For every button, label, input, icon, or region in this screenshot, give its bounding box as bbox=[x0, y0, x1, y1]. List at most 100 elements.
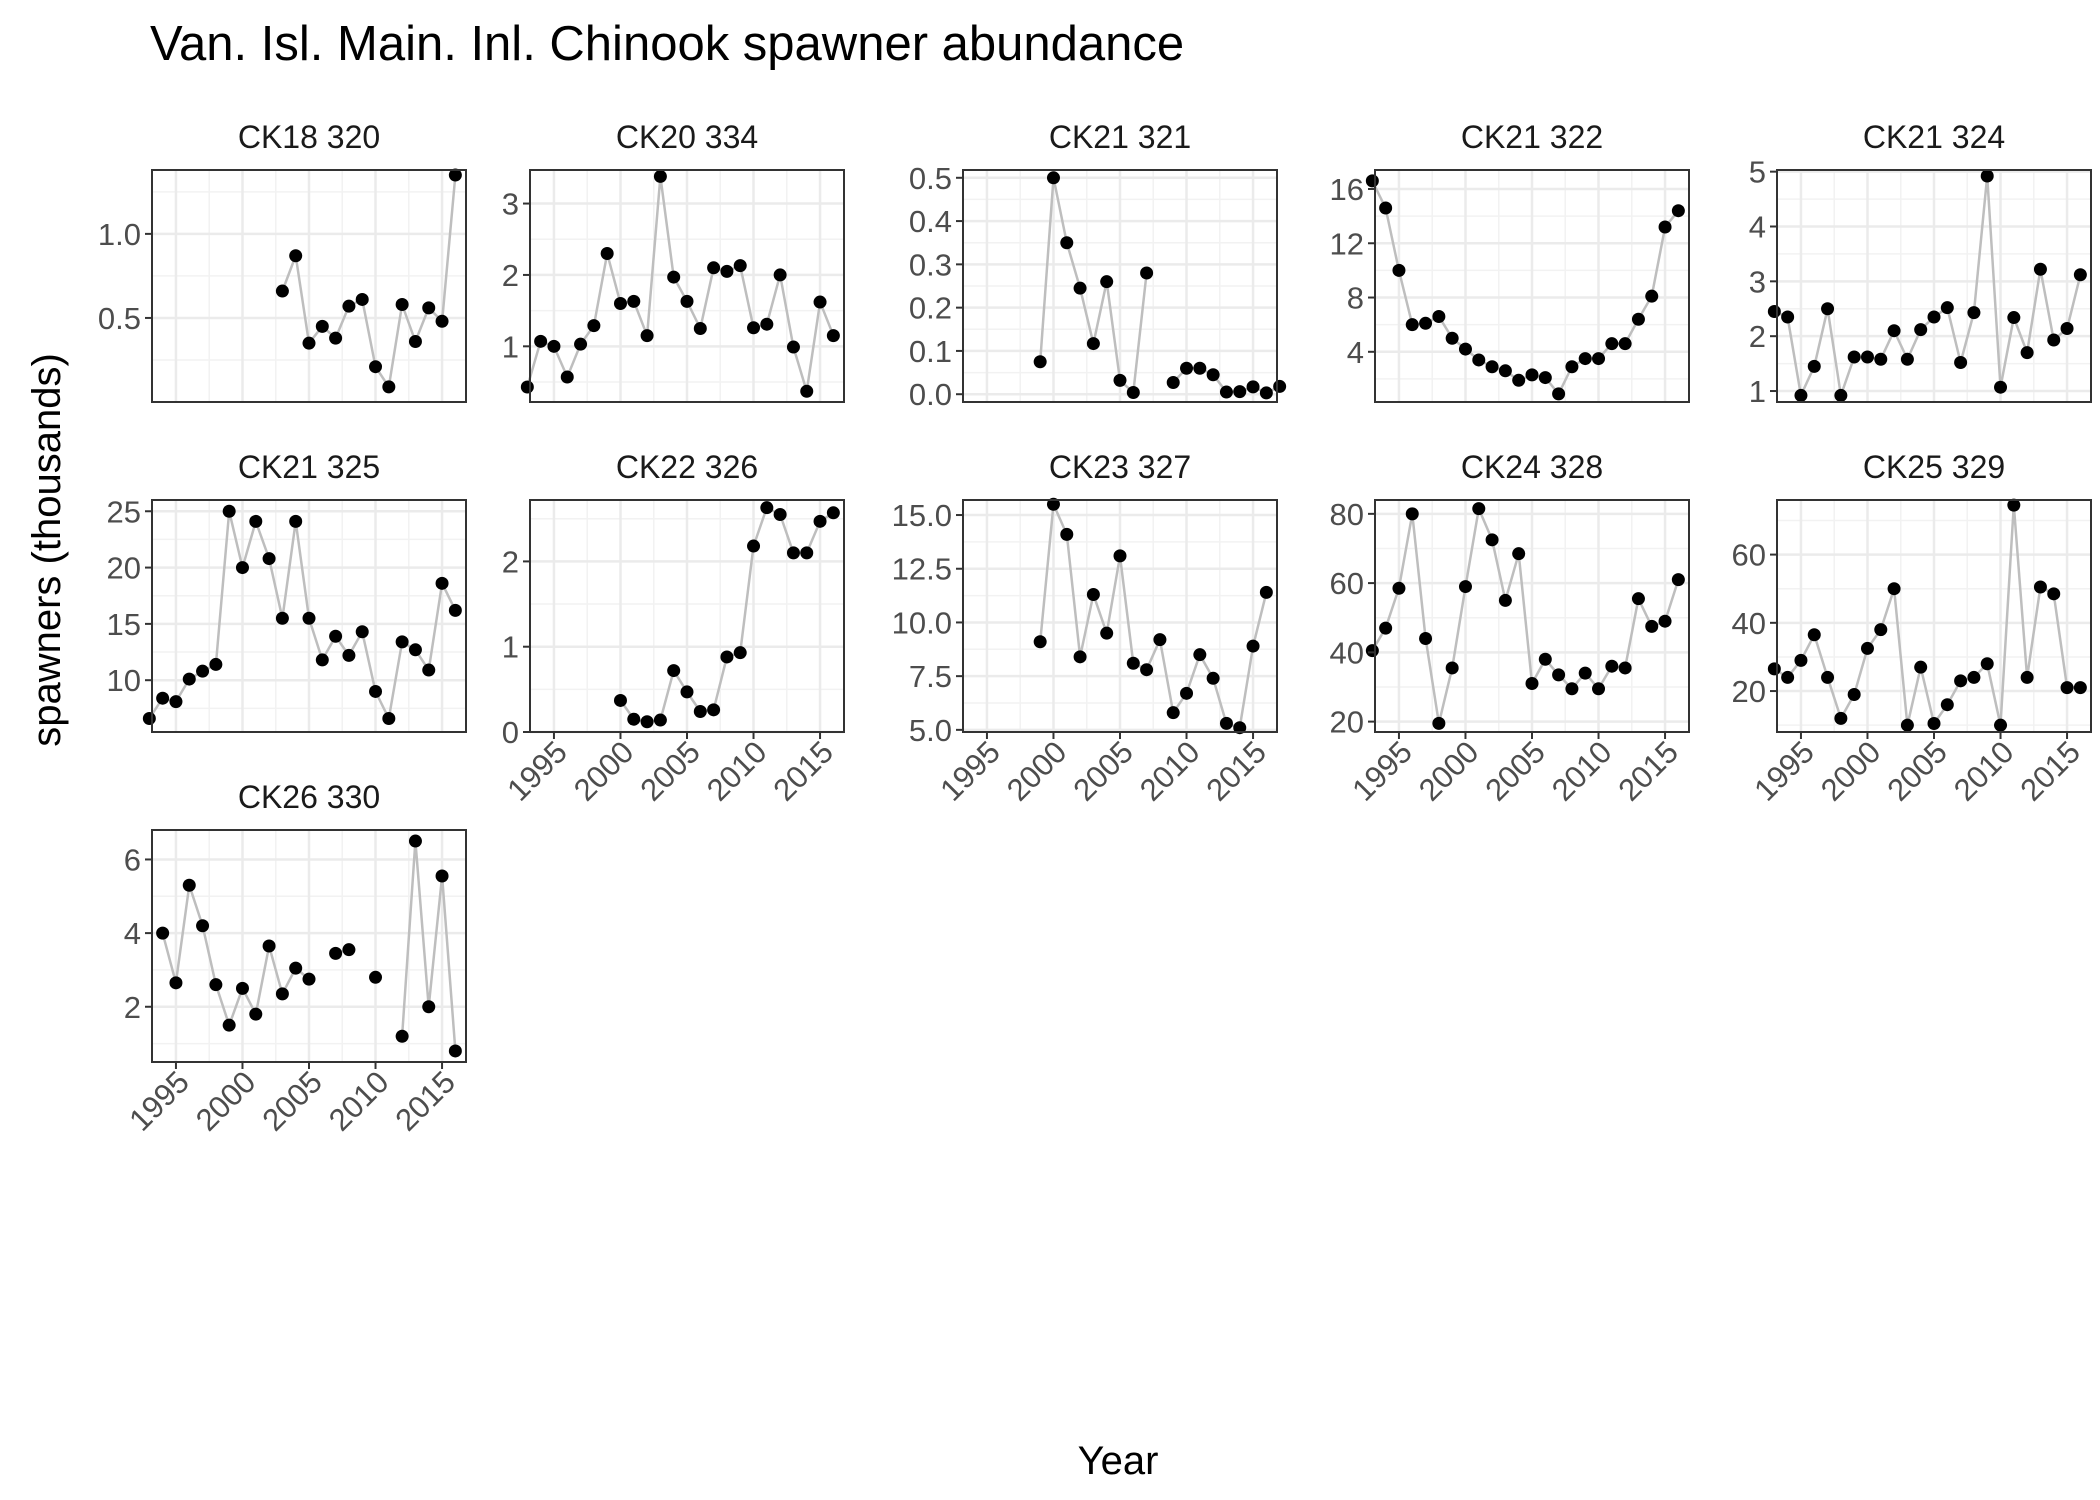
data-point bbox=[707, 261, 721, 275]
y-tick-label: 25 bbox=[107, 494, 141, 529]
panel-title: CK22 326 bbox=[616, 449, 758, 485]
x-tick-label: 1995 bbox=[122, 1064, 196, 1138]
data-point bbox=[1954, 674, 1968, 688]
data-point bbox=[1498, 593, 1512, 607]
data-point bbox=[315, 319, 329, 333]
data-point bbox=[262, 939, 276, 953]
x-tick-label: 2015 bbox=[1199, 734, 1273, 808]
data-point bbox=[275, 611, 289, 625]
y-tick-label: 1 bbox=[502, 329, 519, 364]
y-tick-label: 2 bbox=[1749, 319, 1766, 354]
data-point bbox=[435, 869, 449, 883]
data-point bbox=[1246, 639, 1260, 653]
data-point bbox=[249, 514, 263, 528]
data-point bbox=[182, 878, 196, 892]
data-point bbox=[342, 943, 356, 957]
y-tick-label: 20 bbox=[1330, 705, 1364, 740]
data-point bbox=[222, 504, 236, 518]
data-point bbox=[733, 646, 747, 660]
y-axis-title: spawners (thousands) bbox=[25, 353, 69, 747]
data-point bbox=[826, 506, 840, 520]
y-tick-label: 0.5 bbox=[98, 301, 141, 336]
data-point bbox=[2033, 580, 2047, 594]
data-point bbox=[315, 653, 329, 667]
data-point bbox=[408, 334, 422, 348]
data-point bbox=[1060, 527, 1074, 541]
x-tick-label: 1995 bbox=[1345, 734, 1419, 808]
x-tick-label: 2000 bbox=[567, 734, 641, 808]
data-point bbox=[1658, 614, 1672, 628]
data-point bbox=[302, 611, 316, 625]
data-point bbox=[1392, 581, 1406, 595]
data-point bbox=[1631, 592, 1645, 606]
data-point bbox=[302, 972, 316, 986]
panel-title: CK21 324 bbox=[1863, 119, 2005, 155]
data-point bbox=[1113, 549, 1127, 563]
data-point bbox=[640, 329, 654, 343]
data-point bbox=[1498, 364, 1512, 378]
data-point bbox=[1458, 580, 1472, 594]
data-point bbox=[1887, 582, 1901, 596]
data-point bbox=[1365, 644, 1379, 658]
data-point bbox=[1512, 373, 1526, 387]
y-tick-label: 15.0 bbox=[892, 498, 952, 533]
data-point bbox=[1874, 623, 1888, 637]
y-tick-label: 1 bbox=[502, 630, 519, 665]
data-point bbox=[1671, 204, 1685, 218]
data-point bbox=[773, 508, 787, 521]
data-point bbox=[408, 643, 422, 657]
x-tick-label: 2000 bbox=[189, 1064, 263, 1138]
data-point bbox=[1379, 201, 1393, 215]
data-point bbox=[680, 294, 694, 308]
data-point bbox=[156, 926, 170, 940]
data-point bbox=[1405, 507, 1419, 521]
data-point bbox=[2073, 268, 2087, 282]
data-point bbox=[1073, 281, 1087, 295]
data-point bbox=[2060, 322, 2074, 336]
data-point bbox=[613, 296, 627, 310]
panel-ck21-325: CK21 325 10 15 20 25 bbox=[107, 449, 467, 733]
data-point bbox=[627, 712, 641, 726]
data-point bbox=[1525, 677, 1539, 691]
data-point bbox=[720, 264, 734, 278]
x-tick-label: 2010 bbox=[1947, 734, 2021, 808]
data-point bbox=[2060, 681, 2074, 695]
data-point bbox=[560, 370, 574, 384]
data-point bbox=[329, 331, 343, 345]
data-point bbox=[1472, 353, 1486, 367]
data-point bbox=[448, 168, 462, 182]
panel-title: CK25 329 bbox=[1863, 449, 2005, 485]
data-point bbox=[1259, 386, 1273, 400]
y-tick-label: 0.0 bbox=[909, 377, 952, 412]
y-tick-label: 4 bbox=[124, 916, 141, 951]
data-point bbox=[209, 978, 223, 992]
data-point bbox=[1458, 342, 1472, 356]
data-point bbox=[547, 339, 561, 353]
panel-title: CK20 334 bbox=[616, 119, 758, 155]
y-tick-label: 4 bbox=[1347, 335, 1364, 370]
data-point bbox=[395, 1029, 409, 1043]
data-point bbox=[1432, 716, 1446, 730]
data-point bbox=[1445, 661, 1459, 675]
data-point bbox=[1193, 361, 1207, 375]
data-point bbox=[1967, 306, 1981, 320]
data-point bbox=[422, 663, 436, 677]
y-tick-label: 40 bbox=[1330, 635, 1364, 670]
data-point bbox=[1538, 371, 1552, 385]
panel-title: CK26 330 bbox=[238, 779, 380, 815]
data-point bbox=[262, 552, 276, 566]
panel-ck21-322: CK21 322 4 8 12 16 bbox=[1330, 119, 1690, 403]
data-point bbox=[1206, 671, 1220, 685]
data-point bbox=[142, 711, 156, 725]
data-point bbox=[1914, 323, 1928, 337]
data-point bbox=[1658, 220, 1672, 234]
data-point bbox=[448, 603, 462, 617]
data-point bbox=[382, 711, 396, 725]
data-point bbox=[355, 625, 369, 639]
y-tick-label: 3 bbox=[1749, 264, 1766, 299]
data-point bbox=[574, 337, 588, 351]
data-point bbox=[196, 919, 210, 933]
data-point bbox=[613, 693, 627, 707]
